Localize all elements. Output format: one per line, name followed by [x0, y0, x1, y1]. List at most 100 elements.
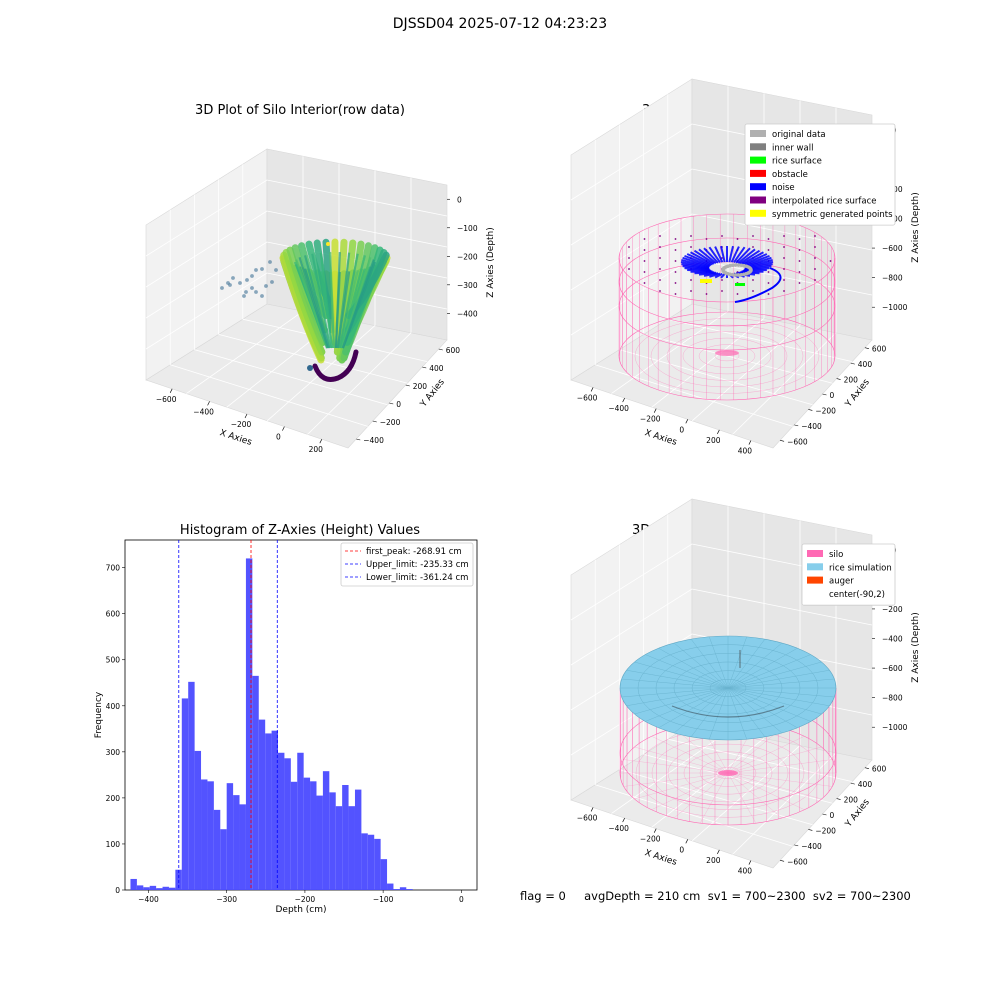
- p2-legend-label: symmetric generated points: [772, 210, 893, 220]
- p4-z-tick-label: −400: [882, 635, 903, 644]
- p2-interp-point: [659, 257, 661, 259]
- p4-grid-line: [595, 784, 793, 847]
- p3-bar: [290, 781, 298, 890]
- p2-y-tick-label: −200: [815, 406, 836, 415]
- p2-interp-point: [783, 290, 785, 292]
- p2-y-tick-mark: [808, 409, 813, 411]
- p1-x-tick-mark: [319, 439, 323, 444]
- p3-bar: [399, 887, 407, 890]
- p4-rice-mesh-spoke: [621, 687, 729, 698]
- p2-legend-label: rice surface: [772, 157, 822, 167]
- p2-legend-swatch: [750, 209, 766, 217]
- p4-rice-mesh-spoke: [626, 687, 729, 707]
- p1-z-axis-label: Z Axies (Depth): [486, 227, 496, 298]
- p4-grid-line: [732, 752, 837, 855]
- p4-rice-mesh-spoke: [727, 636, 747, 689]
- p2-silo-floor-ring: [682, 337, 772, 375]
- p3-y-tick-label: 600: [106, 610, 121, 619]
- p2-interp-point: [767, 249, 770, 251]
- p4-silo-floor-spoke: [727, 772, 757, 824]
- p3-bar: [252, 675, 259, 890]
- p1-y-tick-label: 600: [446, 346, 461, 355]
- p1-x-tick-mark: [282, 426, 285, 431]
- p2-interp-point: [798, 260, 801, 262]
- p2-x-tick-label: 0: [679, 425, 684, 434]
- p1-z-tick-label: −300: [457, 281, 478, 290]
- p2-interp-point: [721, 290, 723, 292]
- p4-silo-floor-spoke: [727, 736, 805, 774]
- p2-original-point: [739, 272, 744, 277]
- p4-rice-mesh-spoke: [727, 678, 835, 689]
- p1-data-point: [268, 260, 272, 264]
- p4-legend-label: silo: [829, 550, 843, 560]
- p4-rice-mesh-spoke: [727, 687, 822, 715]
- p2-interp-point: [643, 271, 646, 273]
- p4-x-tick-mark: [590, 807, 594, 812]
- p1-data-point: [231, 276, 235, 280]
- p1-data-point: [264, 284, 268, 288]
- p3-bar: [201, 779, 208, 890]
- p2-interp-point: [674, 282, 677, 284]
- p4-legend-label: rice simulation: [829, 563, 892, 573]
- p2-x-tick-mark: [590, 387, 594, 392]
- p4-grid-line: [667, 738, 853, 782]
- p2-noise-stroke: [744, 256, 772, 268]
- p4-rice-mesh-spoke: [727, 654, 811, 689]
- p3-bar: [284, 758, 291, 890]
- p3-x-tick-label: −200: [295, 895, 316, 904]
- p3-bar: [316, 795, 323, 890]
- p4-legend-swatch: [807, 576, 823, 584]
- p4-silo-floor-spoke: [673, 772, 729, 819]
- p4-x-tick-mark: [622, 817, 625, 823]
- p4-grid-line: [691, 745, 801, 842]
- p2-interp-point: [659, 235, 661, 237]
- p4-y-tick-mark: [822, 813, 827, 816]
- p4-silo-floor-spoke: [727, 759, 833, 774]
- p2-noise-stroke: [703, 247, 719, 264]
- p1-data-point: [260, 267, 264, 271]
- p1-inner-stroke: [303, 255, 331, 349]
- p3-bar: [329, 792, 336, 890]
- p2-legend-swatch: [750, 156, 766, 164]
- p2-y-tick-mark: [850, 362, 855, 365]
- p2-y-tick-label: 200: [844, 376, 859, 385]
- p2-interp-point: [783, 279, 785, 281]
- p4-x-axis-label: X Axies: [643, 848, 678, 868]
- p1-grid-line: [186, 310, 304, 394]
- p2-interp-point: [736, 293, 739, 295]
- p2-original-point: [736, 263, 741, 267]
- p4-y-tick-label: 200: [844, 796, 859, 805]
- p3-bar: [175, 869, 182, 890]
- p2-interp-point: [767, 238, 770, 240]
- p1-data-point: [307, 365, 313, 371]
- p2-x-tick-mark: [653, 408, 657, 413]
- p3-bar: [297, 752, 304, 890]
- p2-noise-stroke: [740, 251, 764, 266]
- p4-silo-floor-spoke: [727, 746, 822, 774]
- p3-bar: [303, 777, 311, 890]
- p1-surface-band: [282, 249, 326, 356]
- p1-inner-stroke: [298, 257, 329, 349]
- p2-interp-point: [628, 246, 630, 248]
- p1-data-point: [220, 286, 224, 290]
- p1-grid-line: [145, 272, 448, 350]
- p1-data-point: [242, 294, 246, 298]
- p4-silo-floor-spoke: [727, 772, 822, 800]
- p1-inner-stroke: [341, 257, 372, 349]
- p2-symmetric-points: [700, 279, 712, 283]
- p3-y-tick-label: 200: [106, 794, 121, 803]
- p4-rice-mesh-spoke: [709, 636, 729, 689]
- p2-legend-swatch: [750, 130, 766, 137]
- p2-original-point: [730, 263, 735, 268]
- p4-legend-label: center(-90,2): [829, 590, 885, 600]
- p3-x-tick-label: −400: [138, 895, 159, 904]
- p4-silo-floor-spoke: [623, 759, 729, 774]
- p1-grid-line: [145, 210, 448, 288]
- p2-noise-stroke: [734, 267, 782, 303]
- p2-silo-ring: [618, 237, 836, 327]
- p1-y-tick-mark: [372, 420, 377, 423]
- p4-rice-mesh-spoke: [727, 669, 830, 689]
- p2-interp-point: [798, 271, 801, 273]
- p2-interp-point: [767, 293, 770, 295]
- p4-silo-floor-spoke: [727, 772, 833, 787]
